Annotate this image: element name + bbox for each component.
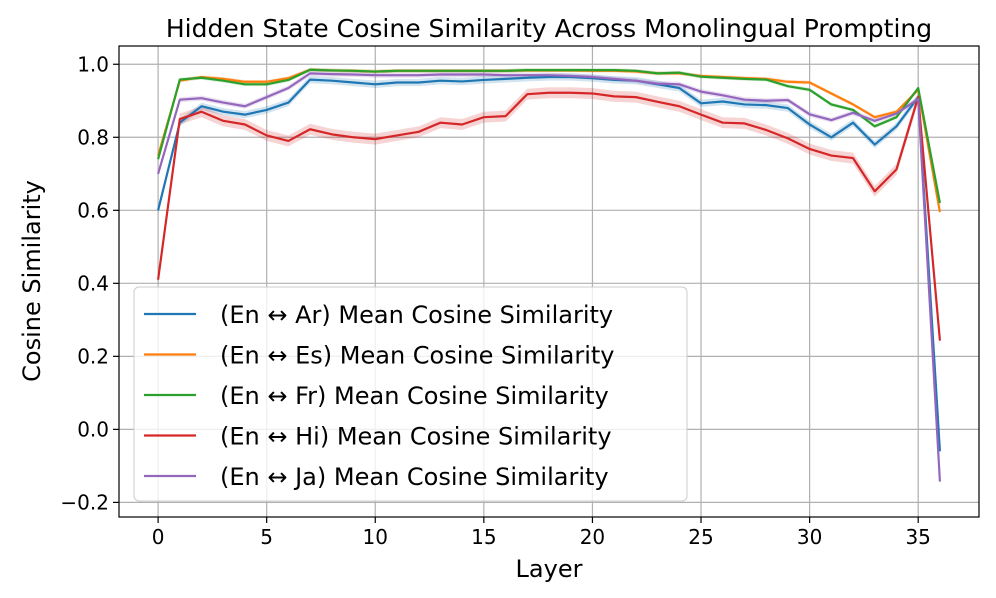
x-tick-label: 30: [797, 525, 822, 549]
y-tick-label: 0.0: [77, 417, 109, 441]
legend-label-0: (En ↔ Ar) Mean Cosine Similarity: [220, 301, 613, 329]
legend-label-2: (En ↔ Fr) Mean Cosine Similarity: [220, 382, 609, 410]
x-tick-label: 35: [905, 525, 930, 549]
x-axis-label: Layer: [516, 555, 583, 583]
x-tick-label: 10: [363, 525, 388, 549]
x-tick-label: 5: [260, 525, 273, 549]
y-tick-label: 0.2: [77, 344, 109, 368]
series-line-4: [157, 72, 942, 482]
legend-box: [133, 286, 688, 502]
chart-title: Hidden State Cosine Similarity Across Mo…: [166, 14, 932, 43]
plot-frame: [118, 45, 980, 518]
legend-label-3: (En ↔ Hi) Mean Cosine Similarity: [220, 423, 612, 451]
series-band-0: [158, 73, 940, 455]
x-tick-label: 0: [152, 525, 165, 549]
y-axis-label: Cosine Similarity: [18, 180, 46, 382]
series-line-3: [157, 91, 942, 341]
legend-label-4: (En ↔ Ja) Mean Cosine Similarity: [220, 463, 609, 491]
series-line-0: [157, 75, 942, 452]
legend-label-1: (En ↔ Es) Mean Cosine Similarity: [220, 342, 614, 370]
series-lines: [157, 68, 942, 482]
legend: (En ↔ Ar) Mean Cosine Similarity (En ↔ Es…: [133, 286, 688, 502]
x-tick-label: 15: [471, 525, 496, 549]
series-line-2: [157, 68, 941, 204]
y-tick-label: −0.2: [60, 490, 109, 514]
x-tick-label: 20: [580, 525, 605, 549]
x-tick-label: 25: [688, 525, 713, 549]
y-tick-label: 0.8: [77, 125, 109, 149]
axis-ticks: 0 5 10 15 20 25 30 35 −0.2 0.0 0.2 0.4 0.6 0.8 1.0: [60, 52, 930, 549]
y-tick-label: 1.0: [77, 52, 109, 76]
y-tick-label: 0.4: [77, 271, 109, 295]
y-tick-label: 0.6: [77, 198, 109, 222]
